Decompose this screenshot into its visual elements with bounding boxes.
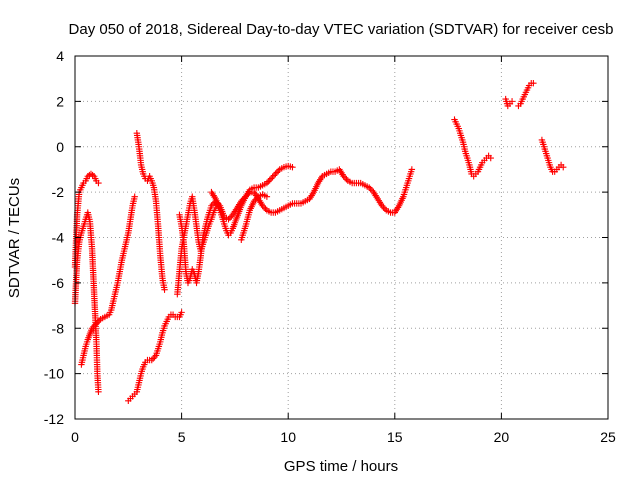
series-arc12 <box>515 80 537 110</box>
data-point <box>408 166 416 173</box>
data-point <box>178 309 185 316</box>
x-tick-label: 0 <box>71 429 79 445</box>
data-point <box>378 202 386 209</box>
series-arc3 <box>78 193 138 368</box>
series-arc10 <box>451 116 494 180</box>
data-point <box>272 170 279 178</box>
data-point <box>250 198 258 205</box>
data-point <box>95 388 102 395</box>
series-arc9 <box>238 191 271 243</box>
data-point <box>95 179 102 187</box>
data-point <box>560 163 567 171</box>
series-arc13 <box>538 136 567 175</box>
data-point <box>253 194 261 202</box>
data-point <box>366 184 373 191</box>
data-point <box>263 193 271 200</box>
data-point <box>340 173 347 180</box>
series-arc8 <box>208 166 416 239</box>
data-point <box>161 286 168 293</box>
data-point <box>266 176 273 184</box>
data-point <box>91 322 99 329</box>
x-tick-label: 25 <box>600 429 616 445</box>
data-point <box>343 176 350 183</box>
data-point <box>226 214 234 222</box>
data-point <box>508 98 516 105</box>
data-point <box>243 191 251 199</box>
data-point <box>252 196 259 203</box>
grid-layer <box>75 56 608 419</box>
data-point <box>95 317 103 324</box>
data-point <box>225 216 232 223</box>
data-point <box>380 204 387 211</box>
x-tick-label: 5 <box>178 429 186 445</box>
y-tick-label: -8 <box>52 320 65 336</box>
data-point <box>88 325 96 332</box>
y-tick-label: -2 <box>52 184 65 200</box>
data-point <box>94 319 101 326</box>
y-tick-label: 2 <box>56 93 64 109</box>
data-point <box>262 205 269 212</box>
data-point <box>273 169 281 176</box>
data-point <box>487 154 494 162</box>
data-point <box>208 202 215 209</box>
data-point <box>131 193 138 200</box>
data-point <box>263 179 271 187</box>
data-point <box>265 178 272 185</box>
data-point <box>260 204 268 211</box>
y-axis-label: SDTVAR / TECUs <box>6 178 23 298</box>
data-point <box>269 173 276 181</box>
data-point <box>381 205 389 212</box>
data-point <box>270 172 278 179</box>
data-point <box>148 356 155 364</box>
y-tick-label: 0 <box>56 139 64 155</box>
chart-title: Day 050 of 2018, Sidereal Day-to-day VTE… <box>69 21 614 38</box>
data-point <box>90 323 97 330</box>
y-tick-label: -10 <box>44 366 64 382</box>
data-point <box>367 185 374 193</box>
series-arc6 <box>174 193 222 298</box>
data-point <box>289 163 296 171</box>
y-tick-label: -4 <box>52 230 65 246</box>
data-point <box>149 355 157 362</box>
series-arc11 <box>502 95 516 110</box>
plot-frame <box>74 55 609 420</box>
data-point <box>245 190 252 197</box>
data-point <box>368 187 376 194</box>
x-tick-label: 15 <box>387 429 403 445</box>
y-tick-label: -12 <box>44 411 64 427</box>
series-arc4 <box>125 309 185 405</box>
axis-ticks-layer: 0 5 10 15 20 25 -12 -10 -8 -6 -4 -2 0 2 4 <box>44 48 616 445</box>
x-tick-label: 10 <box>280 429 296 445</box>
data-point <box>341 174 349 181</box>
data-point <box>530 80 537 87</box>
y-tick-label: -6 <box>52 275 65 291</box>
data-points-layer <box>71 80 567 405</box>
data-point <box>151 353 158 361</box>
data-point <box>93 320 100 327</box>
series-arc2 <box>71 209 102 395</box>
data-point <box>242 193 249 200</box>
x-axis-label: GPS time / hours <box>284 458 398 475</box>
series-arc5 <box>133 129 168 293</box>
y-tick-label: 4 <box>56 48 64 64</box>
x-tick-label: 20 <box>494 429 510 445</box>
data-point <box>267 175 275 182</box>
data-point <box>228 213 235 220</box>
data-point <box>259 202 266 209</box>
data-point <box>275 167 282 175</box>
